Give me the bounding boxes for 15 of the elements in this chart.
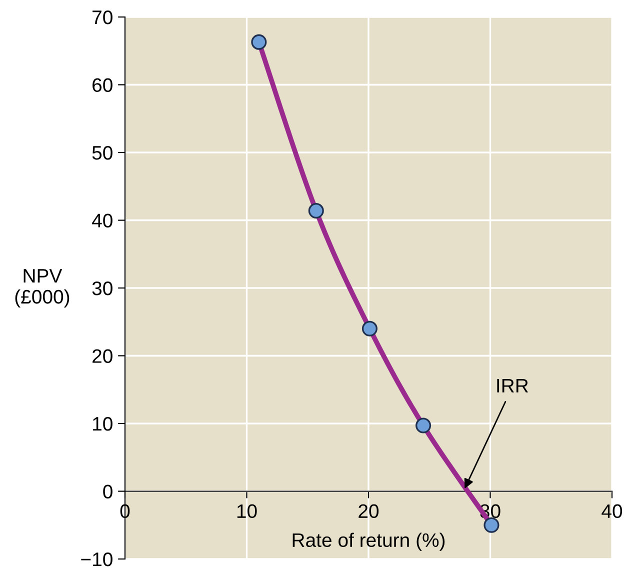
x-tick-label: 10	[237, 504, 257, 518]
x-tick-label: 20	[358, 504, 379, 518]
y-tick-label: 0	[103, 484, 112, 498]
y-tick-label: 50	[92, 146, 112, 160]
y-tick-label: 10	[93, 416, 112, 431]
annotation: IRR	[497, 378, 528, 392]
y-tick-label: −10	[81, 552, 112, 566]
x-axis-title: Rate of return (%)	[292, 532, 445, 551]
y-tick-label: 20	[92, 349, 112, 363]
y-tick-label: 40	[92, 214, 112, 228]
y-tick-label: 70	[92, 10, 112, 24]
y-tick-label: 60	[92, 78, 112, 92]
x-tick-label: 40	[602, 504, 622, 518]
y-tick-label: 30	[92, 281, 112, 296]
y-axis-title: NPV (£000)	[15, 269, 70, 308]
